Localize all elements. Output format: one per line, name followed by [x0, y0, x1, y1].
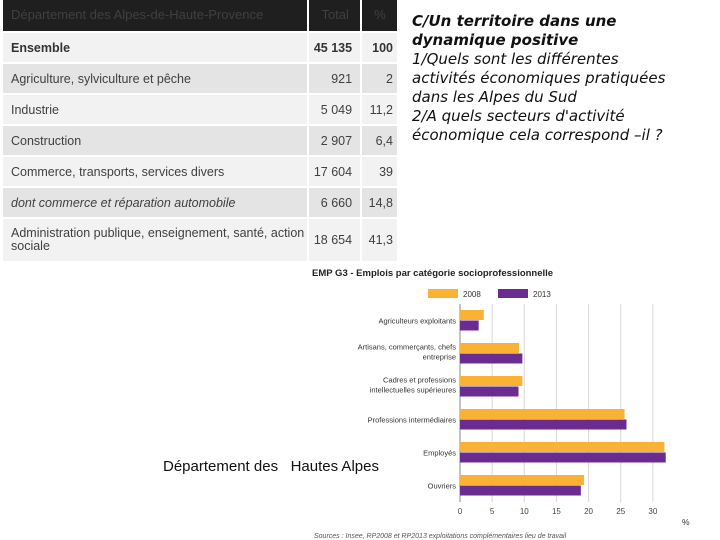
- header-total: Total: [309, 0, 363, 33]
- table-title: Département des Alpes-de-Haute-Provence: [3, 0, 310, 33]
- table-row: Industrie 5 049 11,2: [3, 95, 399, 126]
- table-row: Construction 2 907 6,4: [3, 126, 399, 157]
- x-tick-label: 25: [616, 507, 625, 516]
- question-1: dans les Alpes du Sud: [412, 88, 577, 106]
- row-total: 17 604: [309, 157, 363, 188]
- row-percent: 14,8: [362, 188, 399, 219]
- x-tick-label: 0: [458, 507, 463, 516]
- question-2: 2/A quels secteurs d'activité: [412, 107, 625, 125]
- legend-label: 2013: [533, 290, 551, 299]
- question-block: C/Un territoire dans une dynamique posit…: [412, 12, 712, 145]
- row-label: Administration publique, enseignement, s…: [3, 219, 310, 263]
- row-label: Industrie: [3, 95, 310, 126]
- bar-2008: [460, 376, 523, 386]
- table-row: Agriculture, sylviculture et pêche 921 2: [3, 64, 399, 95]
- row-label: dont commerce et réparation automobile: [3, 188, 310, 219]
- bar-2013: [460, 452, 666, 463]
- table-header-row: Département des Alpes-de-Haute-Provence …: [3, 0, 399, 33]
- row-label: Ensemble: [3, 33, 310, 64]
- row-total: 6 660: [309, 188, 363, 219]
- row-total: 18 654: [309, 219, 363, 263]
- row-percent: 6,4: [362, 126, 399, 157]
- category-label: Agriculteurs exploitants: [378, 317, 456, 326]
- category-label: Employés: [423, 449, 456, 458]
- row-total: 2 907: [309, 126, 363, 157]
- bar-2013: [460, 386, 519, 397]
- x-tick-label: 30: [648, 507, 657, 516]
- bar-2008: [460, 343, 520, 353]
- section-heading: dynamique positive: [412, 31, 579, 49]
- row-percent: 39: [362, 157, 399, 188]
- row-percent: 11,2: [362, 95, 399, 126]
- category-label: Artisans, commerçants, chefs: [358, 343, 457, 352]
- bar-2013: [460, 419, 627, 430]
- category-label: Professions intermédiaires: [368, 416, 457, 425]
- table-row: Commerce, transports, services divers 17…: [3, 157, 399, 188]
- row-label: Commerce, transports, services divers: [3, 157, 310, 188]
- section-heading: C/Un territoire dans une: [412, 12, 617, 30]
- x-unit-label: %: [682, 517, 690, 527]
- legend-swatch: [428, 289, 458, 298]
- bar-2008: [460, 409, 625, 419]
- department-caption: Département des Hautes Alpes: [163, 458, 379, 475]
- legend-label: 2008: [463, 290, 481, 299]
- x-tick-label: 10: [520, 507, 529, 516]
- category-label: intellectuelles supérieures: [370, 386, 457, 395]
- table-row: Ensemble 45 135 100: [3, 33, 399, 64]
- x-tick-label: 15: [552, 507, 561, 516]
- employment-chart: EMP G3 - Emplois par catégorie socioprof…: [312, 268, 690, 540]
- chart-title: EMP G3 - Emplois par catégorie socioprof…: [312, 268, 553, 279]
- row-total: 921: [309, 64, 363, 95]
- x-tick-label: 5: [490, 507, 495, 516]
- row-percent: 100: [362, 33, 399, 64]
- bar-2008: [460, 310, 484, 320]
- table-row: dont commerce et réparation automobile 6…: [3, 188, 399, 219]
- x-tick-label: 20: [584, 507, 593, 516]
- row-total: 45 135: [309, 33, 363, 64]
- table-row: Administration publique, enseignement, s…: [3, 219, 399, 263]
- employment-table: Département des Alpes-de-Haute-Provence …: [3, 0, 399, 263]
- question-2: économique cela correspond –il ?: [412, 126, 663, 144]
- bar-2013: [460, 485, 581, 496]
- question-1: 1/Quels sont les différentes: [412, 50, 619, 68]
- row-label: Agriculture, sylviculture et pêche: [3, 64, 310, 95]
- row-total: 5 049: [309, 95, 363, 126]
- category-label: Ouvriers: [428, 482, 457, 491]
- bar-2008: [460, 475, 585, 485]
- bar-2013: [460, 320, 479, 331]
- category-label: Cadres et professions: [383, 376, 456, 385]
- legend-swatch: [498, 289, 528, 298]
- row-percent: 2: [362, 64, 399, 95]
- bar-2008: [460, 442, 665, 452]
- category-label: entreprise: [423, 353, 456, 362]
- row-label: Construction: [3, 126, 310, 157]
- question-1: activités économiques pratiquées: [412, 69, 666, 87]
- chart-source: Sources : Insee, RP2008 et RP2013 exploi…: [314, 533, 567, 540]
- header-percent: %: [362, 0, 399, 33]
- bar-2013: [460, 353, 523, 364]
- row-percent: 41,3: [362, 219, 399, 263]
